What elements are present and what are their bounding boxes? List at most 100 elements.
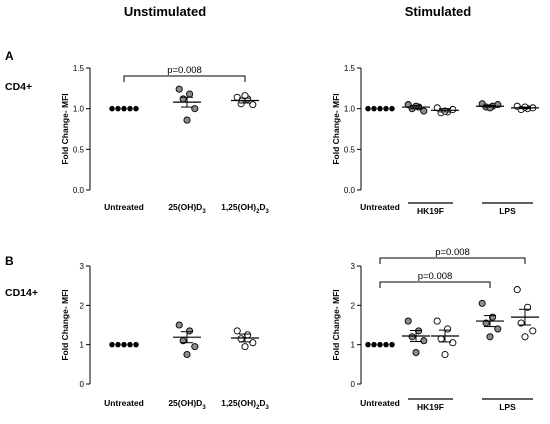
data-point [389,341,395,348]
data-point [109,105,115,112]
y-tick-label: 0.0 [73,186,85,195]
series-0 [365,341,395,348]
y-tick-label: 0.5 [73,145,85,154]
panel-label-b: B [5,254,14,268]
y-tick-label: 1 [351,341,356,350]
category-label: Untreated [104,202,144,212]
data-point [420,337,428,345]
data-point [249,101,257,109]
series-1 [173,85,201,124]
data-point [449,339,457,347]
data-point [371,341,377,348]
category-label-main: 1,25(OH) [221,202,256,212]
data-point [441,350,449,359]
data-point [183,116,191,124]
row-label-cd4: CD4+ [5,81,32,93]
category-label: 1,25(OH)2D3 [221,398,269,411]
series-2 [231,92,259,109]
data-point [186,90,194,98]
category-label-main: 25(OH)D [168,398,202,408]
y-tick-label: 0.5 [344,145,356,154]
y-tick-label: 0 [351,380,356,389]
category-label-sub: 3 [266,405,270,411]
p-value-label: p=0.008 [418,271,453,282]
data-point [237,100,245,108]
category-label-main: D [259,398,265,408]
category-label-main: Untreated [360,202,400,212]
chart-cd4-unstim: 0.0 0.5 1.0 1.5 Fold Change- MFI Untreated 25(… [60,64,270,215]
data-point [183,350,191,359]
y-tick-label: 0 [80,380,85,389]
data-point [179,95,187,103]
y-tick-label: 0.0 [344,186,356,195]
series-0 [365,105,395,112]
header-stimulated: Stimulated [405,4,472,19]
category-label: 1,25(OH)2D3 [221,202,269,215]
group-label: LPS [499,206,516,216]
p-value-label: p=0.008 [167,65,202,76]
series-2 [231,327,259,351]
data-point [121,105,127,112]
data-point [191,105,199,113]
data-point [383,341,389,348]
data-point [449,105,457,114]
series-1 [173,321,201,359]
category-label-sub: 2 [256,209,260,215]
data-point [404,317,412,325]
chart-cd14-stim: 0 1 2 3 Fold Change- MFI Untreated HK19F LPS p=0… [331,247,539,412]
category-label-sub: 3 [266,209,270,215]
category-label: Untreated [104,398,144,408]
data-point [241,343,249,351]
data-point [529,327,537,335]
data-point [191,343,199,351]
charts-layer: 0.0 0.5 1.0 1.5 Fold Change- MFI Untreated 25(… [60,64,539,412]
row-label-cd14: CD14+ [5,287,38,299]
category-label: Untreated [360,398,400,408]
data-point [371,105,377,112]
series-2 [431,317,459,359]
group-label: LPS [499,402,516,412]
y-tick-label: 1.0 [344,105,356,114]
y-axis-label: Fold Change- MFI [60,93,70,164]
data-point [420,107,428,115]
category-label-main: Untreated [360,398,400,408]
category-label-main: D [259,202,265,212]
category-label: Untreated [360,202,400,212]
series-3 [476,299,504,341]
y-axis-label: Fold Change- MFI [331,289,341,360]
data-point [412,348,420,357]
data-point [115,341,121,348]
series-4 [511,102,539,114]
data-point [433,104,441,112]
y-tick-label: 1.5 [344,64,356,73]
data-point [478,299,486,307]
category-label: 25(OH)D3 [168,202,206,215]
series-0 [109,341,139,348]
category-label-sub: 3 [202,209,206,215]
significance-bracket [379,257,526,264]
y-axis-label: Fold Change- MFI [60,289,70,360]
y-tick-label: 1.0 [73,105,85,114]
data-point [249,339,257,347]
category-label-sub: 3 [202,405,206,411]
y-tick-label: 2 [80,301,85,310]
data-point [389,105,395,112]
panel-label-a: A [5,49,14,63]
category-label: 25(OH)D3 [168,398,206,411]
data-point [109,341,115,348]
series-4 [511,286,539,341]
data-point [175,85,183,93]
group-label: HK19F [417,402,444,412]
series-1 [402,317,430,357]
series-3 [476,100,504,112]
header-unstimulated: Unstimulated [124,4,206,19]
y-tick-label: 3 [351,262,356,271]
data-point [365,105,371,112]
data-point [233,327,241,335]
data-point [383,105,389,112]
data-point [521,333,529,341]
chart-cd4-stim: 0.0 0.5 1.0 1.5 Fold Change- MFI Untreated HK1… [331,64,539,216]
data-point [121,341,127,348]
